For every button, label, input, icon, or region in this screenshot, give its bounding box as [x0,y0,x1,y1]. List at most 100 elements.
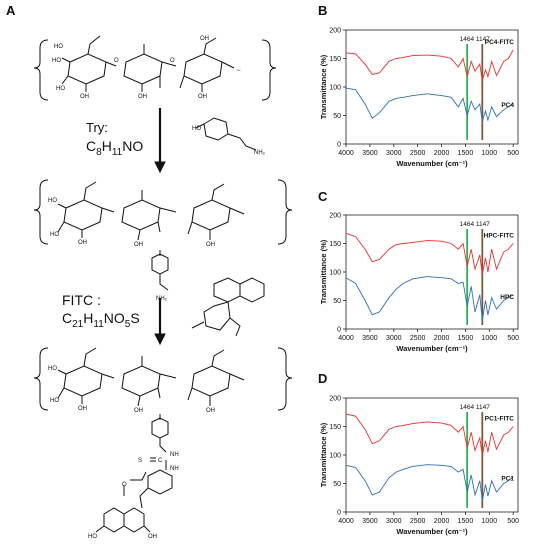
panel-d-letter: D [318,371,328,386]
y-tick-label: 100 [329,85,341,92]
x-tick-label: 4000 [338,518,354,525]
series-line [345,87,514,122]
svg-text:HO: HO [56,86,65,92]
y-axis-label: Transmittance (%) [319,239,328,304]
svg-text:NH: NH [170,466,179,472]
x-tick-label: 500 [507,150,519,157]
series-line [345,49,514,81]
panel-a-letter: A [6,3,16,18]
svg-text:O: O [114,58,119,64]
x-tick-label: 3500 [362,518,378,525]
svg-text:C: C [158,458,163,464]
svg-text:NH₂: NH₂ [254,150,266,156]
panel-c-letter: C [318,189,328,204]
marker-label: 1464 1147 [460,36,491,43]
x-tick-label: 3500 [362,335,378,342]
chart-svg: 0 50 100 150 200 4000 3500 3000 2500 2000 1500 1000… [319,396,519,537]
bracket-right-2 [277,179,293,245]
series-label: PC4-FITC [485,39,515,46]
x-tick-label: 1000 [482,150,498,157]
step1-formula: C8H11NO [86,138,144,158]
x-tick-label: 1000 [482,518,498,525]
svg-text:OH: OH [198,94,207,100]
series-label: PC4 [501,102,514,109]
svg-text:OH: OH [138,94,147,100]
x-tick-label: 2500 [410,150,426,157]
bracket-left-3 [33,347,49,411]
series-label: HPC [500,294,514,301]
y-tick-label: 50 [333,481,341,488]
svg-text:HO: HO [52,58,61,64]
x-tick-label: 3000 [386,518,402,525]
y-tick-label: 0 [337,327,341,334]
series-label: PC1-FITC [485,416,515,423]
oh-label: HO [54,44,63,50]
x-tick-label: 2500 [410,518,426,525]
bracket-right-3 [277,347,293,411]
bracket-right-1 [261,39,277,101]
x-tick-label: 500 [507,518,519,525]
svg-text:HO: HO [88,534,97,540]
marker-label: 1464 1147 [460,221,491,228]
svg-text:OH: OH [148,534,157,540]
svg-text:NH: NH [170,452,179,458]
x-tick-label: 4000 [338,150,354,157]
series-label: PC1 [501,476,514,483]
panel-b-letter: B [318,3,328,18]
svg-text:HO: HO [50,232,59,238]
x-axis-label: Wavenumber (cm⁻¹) [396,527,468,536]
y-tick-label: 150 [329,56,341,63]
svg-text:HO: HO [50,398,59,404]
x-tick-label: 1500 [458,518,474,525]
series-line [345,232,514,275]
y-tick-label: 200 [329,396,341,403]
svg-text:∼: ∼ [236,68,241,74]
y-tick-label: 150 [329,241,341,248]
svg-text:S: S [138,458,142,464]
svg-text:O: O [122,482,127,488]
x-tick-label: 2500 [410,335,426,342]
x-tick-label: 2000 [434,335,450,342]
bracket-left-1 [33,39,49,101]
ftir-chart-d: 0 50 100 150 200 4000 3500 3000 2500 2000 1500 1000… [318,390,528,545]
svg-text:O: O [170,58,175,64]
svg-text:HO: HO [192,126,201,132]
reaction-scheme: HO HO HO OH OH OH OH O O ∼ HO NH₂ HO HO … [33,35,293,540]
svg-text:OH: OH [200,36,209,42]
svg-text:OH: OH [206,242,215,248]
bracket-left-2 [33,179,49,245]
x-tick-label: 1000 [482,335,498,342]
y-tick-label: 200 [329,28,341,35]
x-tick-label: 1500 [458,335,474,342]
x-tick-label: 2000 [434,150,450,157]
series-line [345,464,514,501]
y-tick-label: 150 [329,424,341,431]
y-tick-label: 50 [333,298,341,305]
y-tick-label: 100 [329,453,341,460]
x-tick-label: 4000 [338,335,354,342]
plot-frame [345,29,519,145]
svg-text:OH: OH [134,408,143,414]
y-axis-label: Transmittance (%) [319,54,328,119]
x-tick-label: 3000 [386,150,402,157]
svg-text:OH: OH [78,240,87,246]
ftir-chart-c: 0 50 100 150 200 4000 3500 3000 2500 2000 1500 1000… [318,207,528,362]
marker-label: 1464 1147 [460,404,491,411]
chart-svg: 0 50 100 150 200 4000 3500 3000 2500 2000 1500 1000… [319,213,519,354]
svg-text:NH₂: NH₂ [156,296,168,302]
x-axis-label: Wavenumber (cm⁻¹) [396,159,468,168]
x-tick-label: 3000 [386,335,402,342]
svg-text:OH: OH [134,242,143,248]
chart-svg: 0 50 100 150 200 4000 3500 3000 2500 2000 1500 1000… [319,28,519,169]
svg-text:OH: OH [80,94,89,100]
y-tick-label: 100 [329,270,341,277]
svg-text:HO: HO [48,198,57,204]
y-tick-label: 0 [337,142,341,149]
ftir-chart-b: 0 50 100 150 200 4000 3500 3000 2500 2000 1500 1000… [318,22,528,177]
y-tick-label: 200 [329,213,341,220]
series-label: HPC-FITC [484,233,515,240]
step1-label: Try: [86,120,108,135]
x-tick-label: 1500 [458,150,474,157]
svg-text:OH: OH [206,408,215,414]
series-line [345,413,514,456]
